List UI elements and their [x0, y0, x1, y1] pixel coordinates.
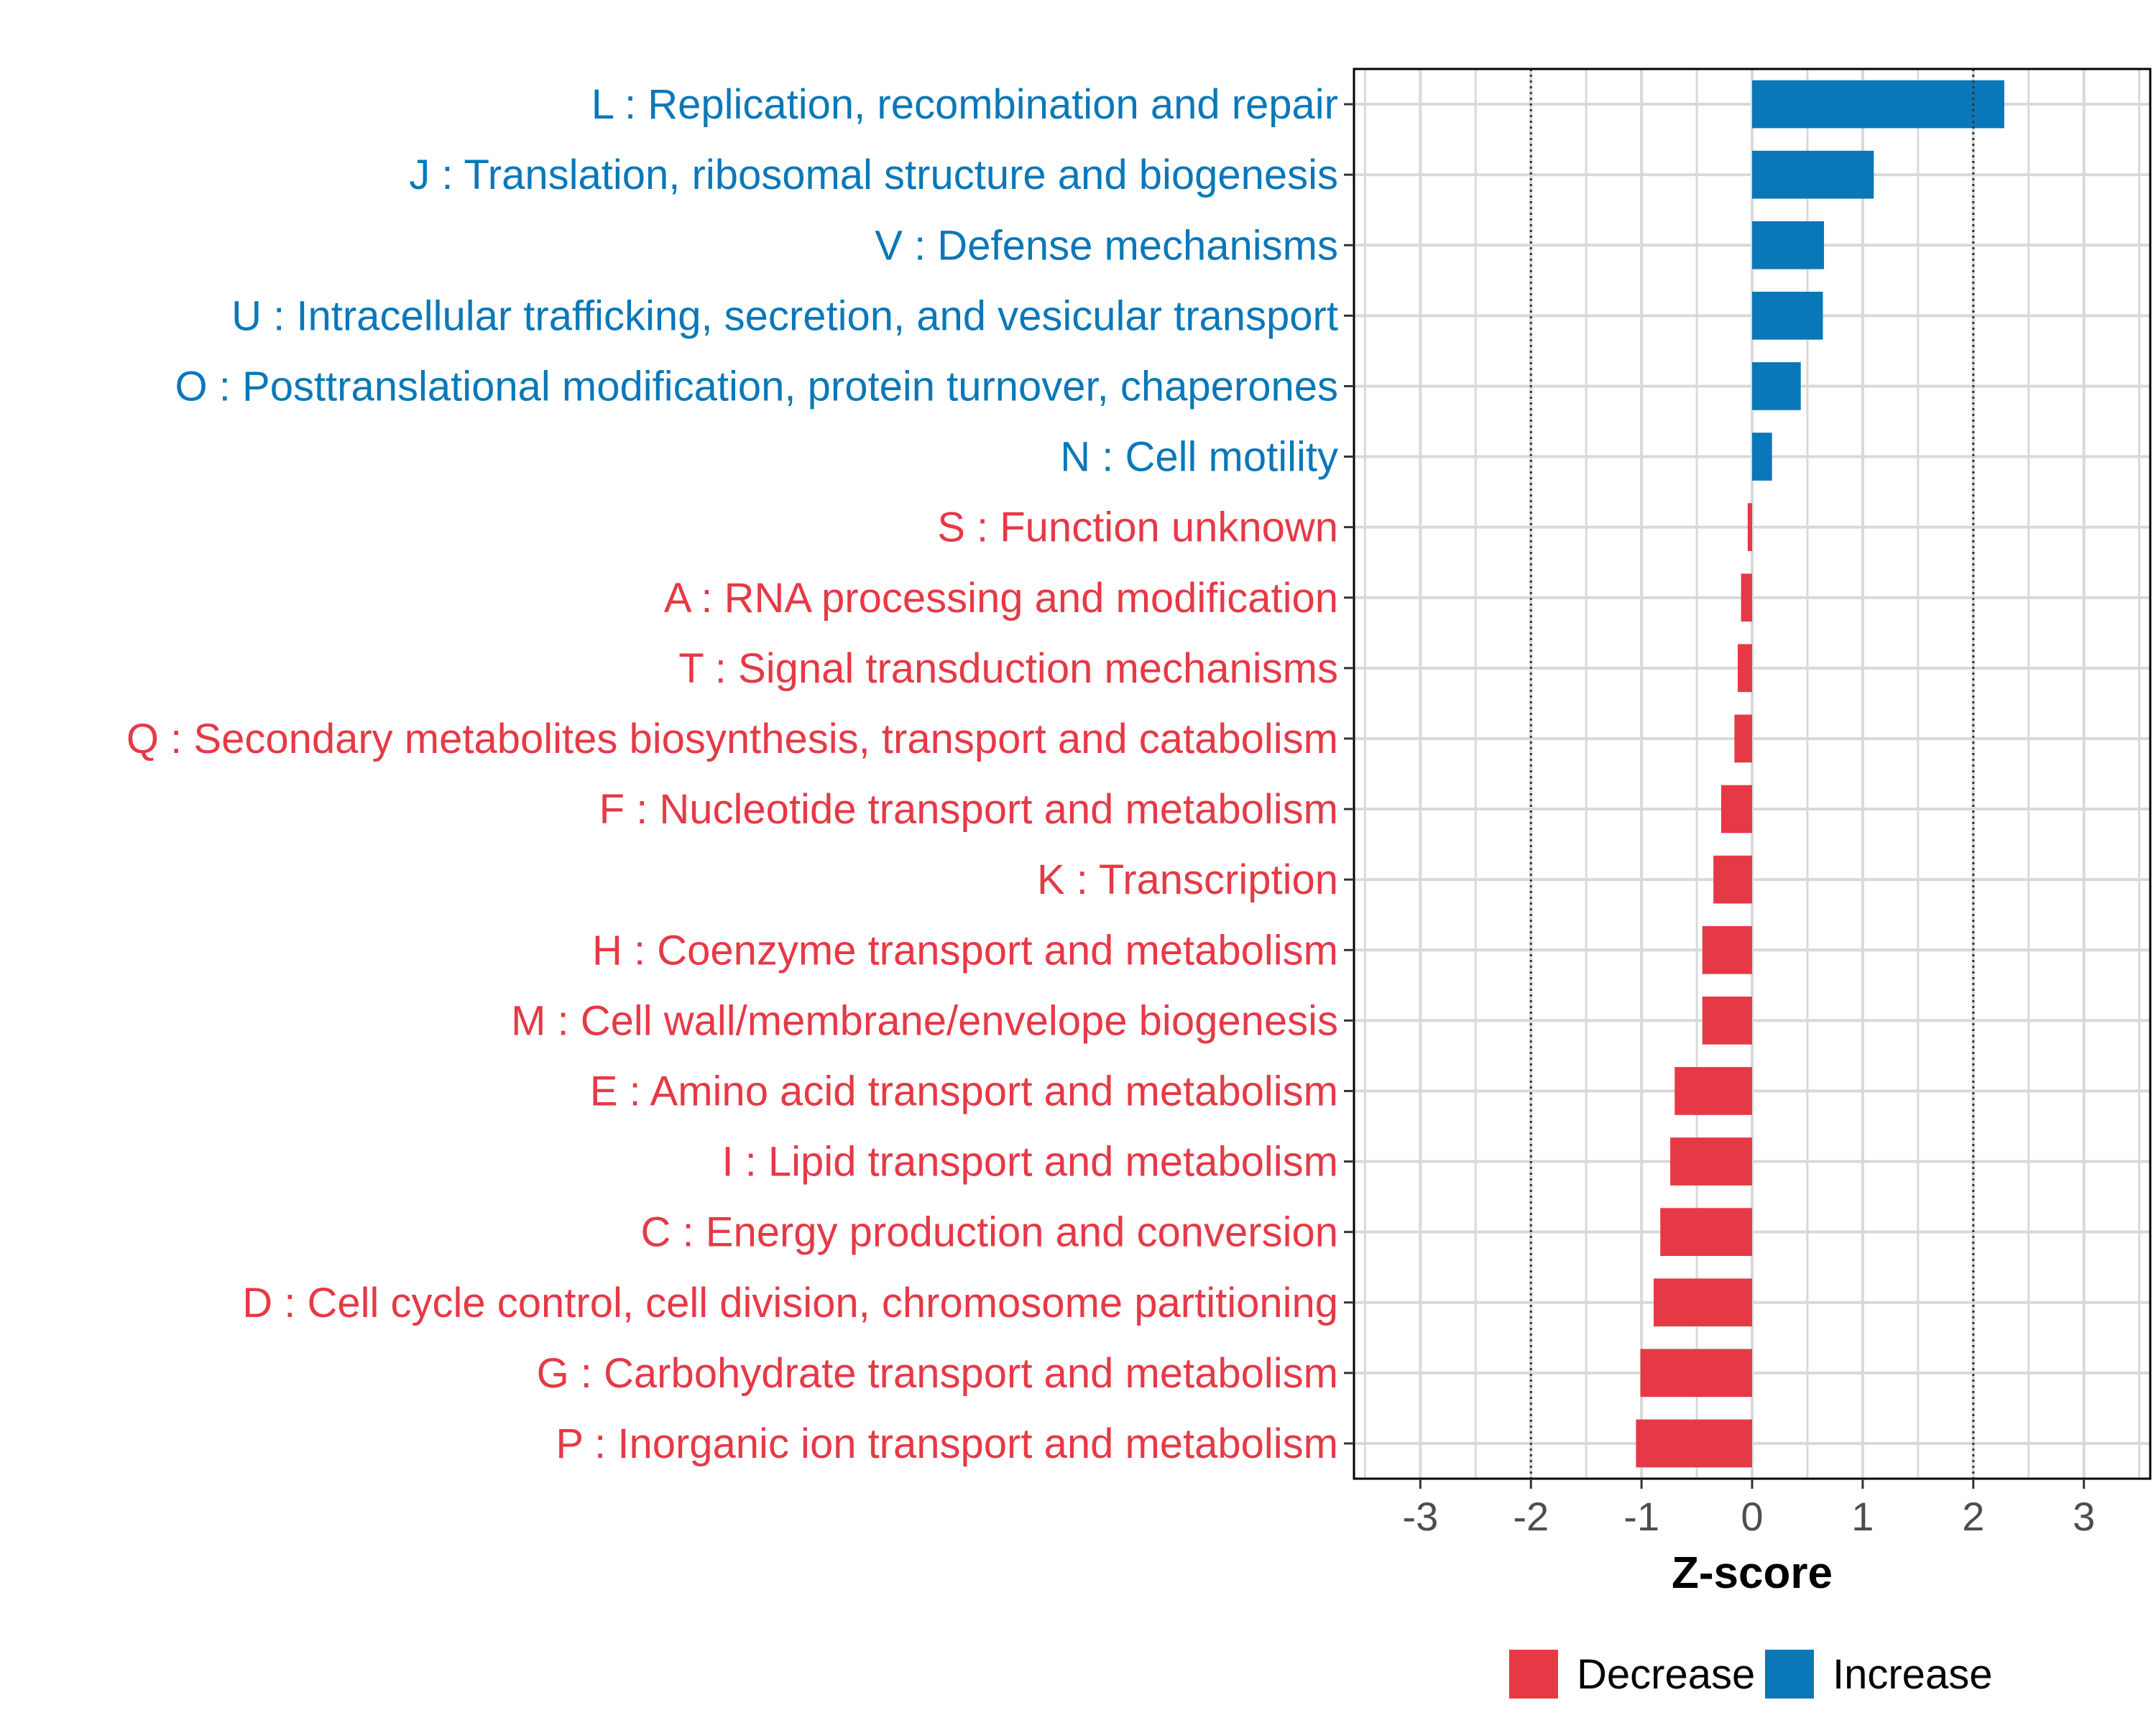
- bar: [1752, 433, 1772, 481]
- bars-layer: [1636, 80, 2004, 1468]
- bar: [1752, 221, 1824, 269]
- legend-swatch: [1765, 1650, 1814, 1699]
- legend-swatch: [1509, 1650, 1558, 1699]
- legend: Decrease Increase: [1509, 1650, 1992, 1699]
- bar: [1670, 1137, 1752, 1186]
- x-tick-label: 1: [1851, 1494, 1874, 1539]
- y-tick-label: U : Intracellular trafficking, secretion…: [231, 292, 1338, 339]
- bar: [1748, 503, 1752, 551]
- x-tick-label: -1: [1623, 1494, 1659, 1539]
- y-tick-label: L : Replication, recombination and repai…: [591, 81, 1338, 128]
- y-tick-label: K : Transcription: [1037, 856, 1338, 903]
- y-axis-category-labels: L : Replication, recombination and repai…: [126, 81, 1338, 1467]
- chart-container: L : Replication, recombination and repai…: [0, 0, 2156, 1724]
- y-tick-label: T : Signal transduction mechanisms: [678, 645, 1338, 692]
- y-tick-label: D : Cell cycle control, cell division, c…: [242, 1280, 1338, 1326]
- bar: [1703, 926, 1752, 974]
- y-tick-label: J : Translation, ribosomal structure and…: [409, 152, 1338, 198]
- legend-label: Decrease: [1577, 1651, 1755, 1698]
- bar: [1636, 1420, 1752, 1468]
- zscore-bar-chart: L : Replication, recombination and repai…: [0, 0, 2156, 1724]
- bar: [1752, 362, 1801, 410]
- y-tick-label: E : Amino acid transport and metabolism: [590, 1068, 1338, 1114]
- y-tick-label: C : Energy production and conversion: [641, 1209, 1338, 1256]
- x-axis-title: Z-score: [1672, 1548, 1833, 1598]
- legend-label: Increase: [1833, 1651, 1992, 1698]
- bar: [1703, 997, 1752, 1045]
- y-tick-label: H : Coenzyme transport and metabolism: [592, 927, 1338, 974]
- y-tick-label: M : Cell wall/membrane/envelope biogenes…: [511, 997, 1338, 1044]
- bar: [1641, 1349, 1752, 1397]
- bar: [1734, 715, 1752, 763]
- bar: [1654, 1278, 1752, 1326]
- y-tick-label: V : Defense mechanisms: [875, 222, 1338, 269]
- x-tick-label: -2: [1513, 1494, 1549, 1539]
- y-tick-label: I : Lipid transport and metabolism: [722, 1139, 1338, 1186]
- y-tick-label: P : Inorganic ion transport and metaboli…: [556, 1420, 1338, 1467]
- bar: [1752, 292, 1823, 340]
- y-tick-label: N : Cell motility: [1060, 434, 1338, 481]
- bar: [1738, 644, 1752, 692]
- y-tick-label: S : Function unknown: [937, 504, 1338, 551]
- y-axis-ticks: [1344, 104, 1354, 1443]
- bar: [1752, 151, 1874, 199]
- y-tick-label: O : Posttranslational modification, prot…: [175, 363, 1338, 410]
- x-tick-label: -3: [1402, 1494, 1438, 1539]
- x-axis-ticks: -3 -2 -1 0 1 2 3: [1402, 1479, 2095, 1539]
- x-tick-label: 2: [1962, 1494, 1984, 1539]
- y-tick-label: Q : Secondary metabolites biosynthesis, …: [126, 716, 1338, 762]
- y-tick-label: F : Nucleotide transport and metabolism: [599, 786, 1338, 833]
- bar: [1721, 785, 1752, 833]
- bar: [1674, 1067, 1752, 1115]
- y-tick-label: G : Carbohydrate transport and metabolis…: [537, 1350, 1338, 1397]
- grid-layer: [1354, 69, 2150, 1479]
- x-tick-label: 0: [1741, 1494, 1763, 1539]
- bar: [1660, 1208, 1752, 1256]
- bar: [1741, 573, 1752, 622]
- x-tick-label: 3: [2073, 1494, 2095, 1539]
- bar: [1713, 856, 1752, 904]
- bar: [1752, 80, 2004, 129]
- y-tick-label: A : RNA processing and modification: [664, 575, 1338, 622]
